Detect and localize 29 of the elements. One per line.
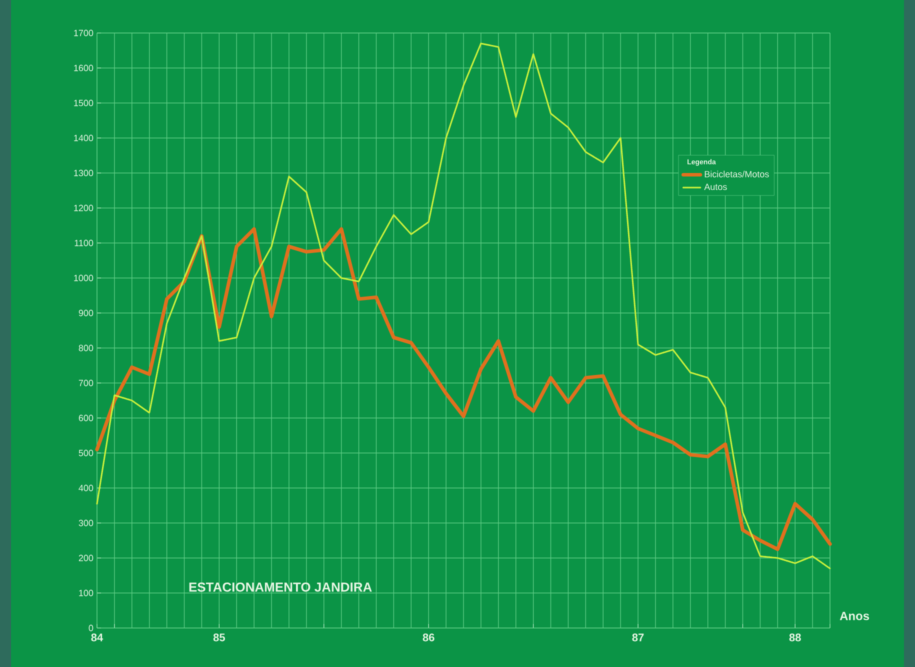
legend-label: Autos xyxy=(704,184,727,190)
y-tick-label: 300 xyxy=(78,520,94,526)
y-tick-label: 1000 xyxy=(74,274,94,282)
y-tick-label: 1400 xyxy=(74,134,94,142)
x-tick-label: 84 xyxy=(91,634,104,642)
y-tick-label: 700 xyxy=(78,380,94,386)
y-tick-label: 200 xyxy=(78,554,94,562)
y-tick-label: 1100 xyxy=(74,240,94,246)
y-tick-label: 0 xyxy=(88,624,94,632)
x-tick-label: 86 xyxy=(422,634,434,642)
y-tick-label: 100 xyxy=(79,590,94,596)
x-tick-label: 87 xyxy=(632,634,644,642)
line-series xyxy=(95,227,832,552)
y-tick-label: 500 xyxy=(78,450,94,456)
line-series xyxy=(96,42,831,570)
y-tick-label: 1600 xyxy=(74,64,94,72)
y-tick-label: 1200 xyxy=(74,204,94,212)
x-tick-label: 88 xyxy=(789,634,801,642)
legend-label: Bicicletas/Motos xyxy=(704,170,769,178)
y-tick-label: 800 xyxy=(78,344,94,352)
y-tick-label: 1300 xyxy=(74,170,94,176)
y-tick-label: 1700 xyxy=(74,30,94,36)
y-tick-label: 900 xyxy=(78,310,94,316)
x-tick-label: 85 xyxy=(213,634,225,642)
y-tick-label: 600 xyxy=(78,414,94,422)
text: ESTACIONAMENTO JANDIRA xyxy=(189,582,372,592)
x-axis-title: Anos xyxy=(840,612,870,620)
y-tick-label: 400 xyxy=(78,484,94,492)
y-tick-label: 1500 xyxy=(74,100,94,106)
